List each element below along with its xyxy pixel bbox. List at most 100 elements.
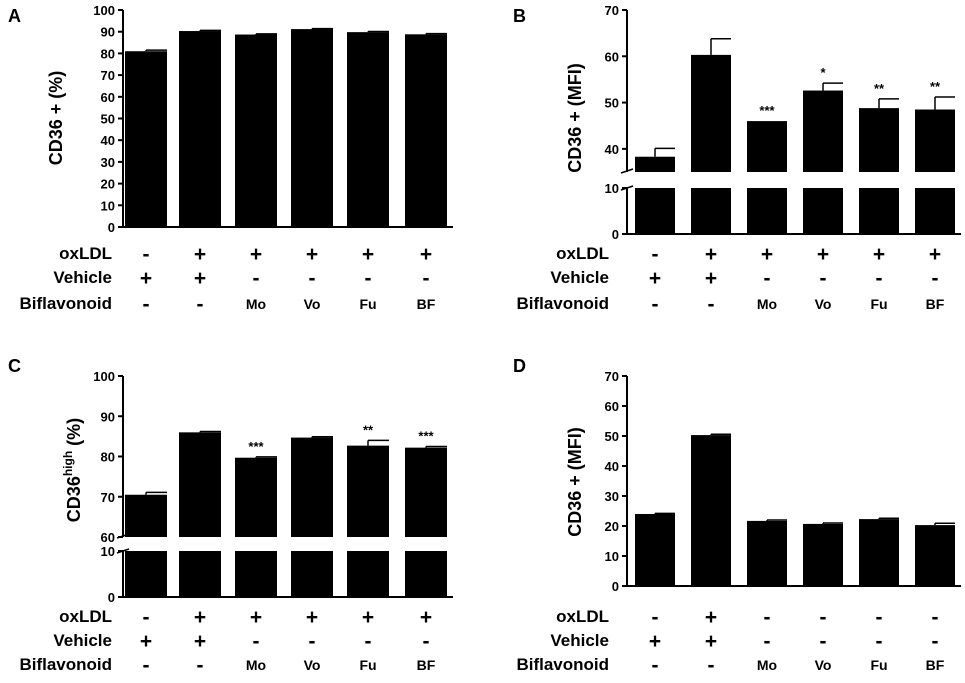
treatment-value: - (764, 267, 771, 290)
y-tick-label: 0 (612, 579, 619, 594)
significance-marker: *** (759, 103, 775, 118)
treatment-value: - (820, 606, 827, 629)
bar (635, 514, 675, 586)
treatment-value: Fu (870, 657, 887, 673)
treatment-value: - (143, 606, 150, 629)
bar (125, 51, 167, 228)
y-tick-label: 60 (101, 530, 115, 545)
treatment-value: + (649, 630, 661, 653)
condition-label: Biflavonoid (19, 294, 112, 313)
y-tick-label: 60 (605, 399, 619, 414)
condition-label: Vehicle (53, 268, 112, 287)
treatment-value: + (194, 243, 206, 266)
treatment-value: - (253, 267, 260, 290)
condition-label: Biflavonoid (516, 655, 609, 674)
y-axis-label: CD36 + (MFI) (565, 63, 585, 173)
treatment-value: + (817, 243, 829, 266)
bar-lower-segment (859, 188, 899, 234)
treatment-value: + (420, 606, 432, 629)
condition-label: Vehicle (53, 631, 112, 650)
y-tick-label: 50 (605, 96, 619, 111)
y-tick-label: 60 (101, 90, 115, 105)
significance-marker: ** (930, 79, 941, 94)
significance-marker: *** (248, 439, 264, 454)
bar (179, 432, 221, 537)
bar-lower-segment (179, 551, 221, 597)
panel-label: B (513, 6, 526, 26)
y-tick-label: 80 (101, 450, 115, 465)
treatment-value: + (873, 243, 885, 266)
bar-lower-segment (747, 188, 787, 234)
y-tick-label: 100 (93, 3, 115, 18)
bar (803, 523, 843, 586)
y-tick-label: 80 (101, 46, 115, 61)
significance-marker: ** (874, 81, 885, 96)
treatment-value: BF (926, 657, 945, 673)
y-tick-label: 30 (605, 489, 619, 504)
treatment-value: Vo (815, 657, 832, 673)
treatment-value: Fu (870, 296, 887, 312)
panel-label: A (8, 6, 21, 26)
bar (347, 32, 389, 227)
treatment-value: - (423, 267, 430, 290)
y-axis-label: CD36 + (MFI) (565, 427, 585, 537)
bar-lower-segment (347, 551, 389, 597)
condition-label: oxLDL (59, 244, 112, 263)
treatment-value: - (652, 293, 659, 316)
treatment-value: - (652, 654, 659, 677)
treatment-value: - (423, 630, 430, 653)
y-tick-label: 10 (605, 181, 619, 196)
treatment-value: + (420, 243, 432, 266)
treatment-value: Mo (757, 657, 777, 673)
treatment-value: - (932, 630, 939, 653)
y-tick-label: 40 (605, 459, 619, 474)
treatment-value: - (820, 267, 827, 290)
y-tick-label: 90 (101, 25, 115, 40)
treatment-value: + (194, 630, 206, 653)
bar (915, 109, 955, 172)
treatment-value: + (705, 630, 717, 653)
treatment-value: - (143, 654, 150, 677)
bar (691, 54, 731, 173)
treatment-value: - (652, 243, 659, 266)
condition-label: oxLDL (556, 607, 609, 626)
y-tick-label: 50 (605, 429, 619, 444)
treatment-value: - (197, 293, 204, 316)
condition-label: Biflavonoid (19, 655, 112, 674)
bar-lower-segment (405, 551, 447, 597)
bar (915, 525, 955, 586)
bar-lower-segment (235, 551, 277, 597)
treatment-value: - (932, 267, 939, 290)
treatment-value: - (365, 630, 372, 653)
bar (291, 29, 333, 227)
y-tick-label: 30 (101, 155, 115, 170)
treatment-value: BF (417, 296, 436, 312)
y-tick-label: 50 (101, 112, 115, 127)
bar-lower-segment (691, 188, 731, 234)
treatment-value: - (876, 606, 883, 629)
treatment-value: - (143, 243, 150, 266)
bar (347, 445, 389, 537)
bar (291, 437, 333, 537)
bar-lower-segment (125, 551, 167, 597)
condition-label: Biflavonoid (516, 294, 609, 313)
treatment-value: + (250, 243, 262, 266)
treatment-value: - (197, 654, 204, 677)
treatment-value: + (250, 606, 262, 629)
treatment-value: - (652, 606, 659, 629)
y-tick-label: 10 (101, 544, 115, 559)
condition-label: oxLDL (556, 244, 609, 263)
treatment-value: Mo (246, 296, 266, 312)
bar (405, 34, 447, 227)
treatment-value: Vo (304, 657, 321, 673)
panel-label: C (8, 356, 21, 376)
treatment-value: BF (926, 296, 945, 312)
bar (803, 90, 843, 172)
axis-break-mark (116, 548, 130, 554)
significance-marker: *** (418, 428, 434, 443)
y-tick-label: 60 (605, 49, 619, 64)
significance-marker: ** (363, 422, 374, 437)
